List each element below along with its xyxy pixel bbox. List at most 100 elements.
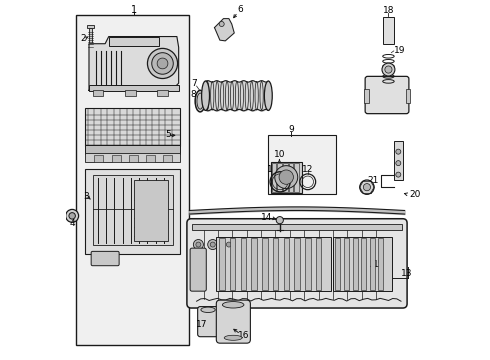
Circle shape — [364, 184, 370, 191]
Ellipse shape — [195, 90, 205, 112]
Circle shape — [69, 213, 75, 219]
FancyBboxPatch shape — [216, 300, 250, 343]
Bar — [284, 238, 289, 291]
Bar — [316, 238, 321, 291]
Ellipse shape — [201, 81, 210, 111]
Circle shape — [219, 22, 224, 27]
Circle shape — [210, 242, 215, 247]
Circle shape — [147, 48, 177, 78]
Text: 16: 16 — [238, 332, 249, 341]
FancyBboxPatch shape — [187, 219, 407, 308]
Text: 13: 13 — [401, 269, 413, 278]
Bar — [251, 238, 257, 291]
Bar — [353, 238, 358, 291]
Bar — [163, 154, 172, 162]
Bar — [294, 163, 299, 192]
Bar — [289, 163, 294, 192]
Bar — [294, 238, 300, 291]
Text: 15: 15 — [373, 260, 384, 269]
Bar — [277, 163, 282, 192]
Bar — [283, 163, 288, 192]
Text: 5: 5 — [165, 130, 171, 139]
Ellipse shape — [201, 307, 215, 312]
Bar — [85, 145, 180, 154]
Bar — [93, 175, 173, 244]
Text: 1: 1 — [131, 5, 137, 15]
Bar — [76, 15, 190, 345]
Bar — [335, 238, 341, 291]
Text: 19: 19 — [394, 46, 406, 55]
Circle shape — [275, 166, 298, 189]
Bar — [85, 108, 180, 146]
Circle shape — [382, 63, 395, 76]
Text: 18: 18 — [383, 6, 394, 15]
Bar — [109, 37, 159, 45]
Bar — [406, 89, 410, 103]
Bar — [157, 90, 168, 96]
FancyBboxPatch shape — [190, 248, 206, 291]
Bar — [95, 154, 103, 162]
Circle shape — [208, 239, 218, 249]
Polygon shape — [215, 19, 234, 41]
FancyBboxPatch shape — [91, 251, 119, 266]
Bar — [361, 238, 366, 291]
Bar — [305, 238, 311, 291]
Text: 14: 14 — [261, 213, 272, 222]
Circle shape — [226, 242, 231, 247]
Bar — [87, 25, 94, 28]
Text: 12: 12 — [302, 166, 314, 175]
Circle shape — [66, 210, 78, 222]
Ellipse shape — [224, 335, 242, 340]
Bar — [230, 238, 235, 291]
Polygon shape — [89, 37, 179, 90]
Bar — [216, 237, 331, 291]
Bar — [125, 90, 136, 96]
FancyBboxPatch shape — [197, 307, 219, 337]
Bar — [129, 154, 138, 162]
Bar — [112, 154, 121, 162]
Bar — [333, 237, 392, 291]
Bar — [93, 90, 103, 96]
Bar — [89, 28, 92, 47]
Ellipse shape — [222, 302, 244, 308]
Bar — [365, 89, 368, 103]
FancyBboxPatch shape — [365, 76, 409, 114]
Text: 3: 3 — [84, 192, 89, 201]
Text: 11: 11 — [267, 166, 278, 175]
Circle shape — [396, 149, 401, 154]
Bar — [378, 238, 383, 291]
Bar — [269, 135, 337, 194]
Text: 9: 9 — [288, 125, 294, 134]
Ellipse shape — [197, 93, 203, 109]
Circle shape — [396, 172, 401, 177]
Bar — [89, 85, 179, 91]
Bar — [271, 162, 302, 193]
Circle shape — [396, 161, 401, 166]
Text: 7: 7 — [191, 80, 196, 89]
Circle shape — [157, 58, 168, 69]
Circle shape — [360, 180, 374, 194]
Text: 2: 2 — [80, 34, 86, 43]
Text: 20: 20 — [409, 190, 420, 199]
Bar — [273, 238, 278, 291]
Bar — [394, 140, 403, 180]
Circle shape — [385, 66, 392, 73]
Circle shape — [194, 239, 203, 249]
Text: 21: 21 — [368, 176, 379, 185]
Bar — [219, 238, 224, 291]
Text: 4: 4 — [70, 219, 75, 228]
Bar — [85, 153, 180, 162]
Circle shape — [276, 217, 283, 224]
Circle shape — [196, 242, 201, 247]
Circle shape — [224, 239, 234, 249]
Bar — [85, 169, 180, 253]
Bar — [146, 154, 155, 162]
Bar — [344, 238, 349, 291]
Bar — [370, 238, 375, 291]
Circle shape — [152, 53, 173, 74]
Bar — [192, 224, 402, 230]
Text: 8: 8 — [190, 90, 196, 99]
Bar — [262, 238, 268, 291]
Circle shape — [279, 170, 294, 184]
Bar — [134, 180, 168, 241]
